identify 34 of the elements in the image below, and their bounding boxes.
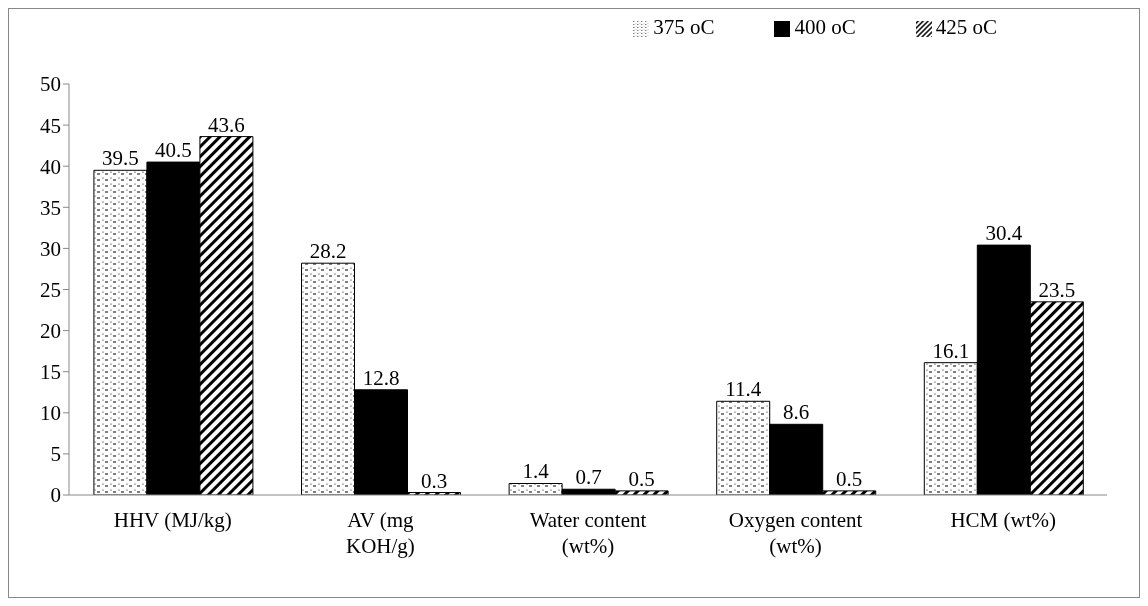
data-label: 28.2	[309, 239, 347, 264]
y-tick-label: 35	[40, 195, 61, 220]
x-tick-label: HHV (MJ/kg)	[113, 508, 232, 532]
y-tick-label: 40	[40, 154, 61, 179]
data-label: 8.6	[783, 400, 810, 425]
x-tick-label: AV (mg KOH/g)	[345, 508, 415, 558]
data-label: 12.8	[362, 365, 400, 390]
legend-label: 425 oC	[935, 15, 997, 39]
legend-label: 400 oC	[794, 15, 856, 39]
y-tick-label: 20	[40, 319, 61, 344]
data-label: 16.1	[932, 338, 970, 363]
data-label: 43.6	[208, 112, 245, 137]
y-tick-label: 0	[50, 483, 61, 508]
data-label: 0.3	[420, 468, 448, 493]
y-tick-label: 50	[40, 72, 61, 97]
data-label: 40.5	[155, 138, 192, 163]
data-label: 0.5	[836, 466, 863, 491]
data-label: 30.4	[985, 221, 1023, 246]
x-tick-label: Oxygen content (wt%)	[728, 508, 863, 558]
y-tick-label: 45	[40, 113, 61, 138]
x-tick-label: HCM (wt%)	[950, 508, 1056, 532]
y-tick-label: 5	[50, 442, 61, 467]
data-label: 0.7	[575, 465, 602, 490]
data-label: 23.5	[1038, 277, 1076, 302]
data-label: 39.5	[102, 146, 139, 171]
data-label: 11.4	[725, 377, 762, 402]
y-tick-label: 15	[40, 360, 61, 385]
data-label: 0.5	[628, 466, 655, 491]
y-tick-label: 25	[40, 277, 61, 302]
x-tick-label: Water content (wt%)	[529, 508, 647, 558]
legend-label: 375 oC	[653, 15, 715, 39]
y-tick-label: 10	[40, 401, 61, 426]
y-tick-label: 30	[40, 236, 61, 261]
data-label: 1.4	[522, 459, 550, 484]
